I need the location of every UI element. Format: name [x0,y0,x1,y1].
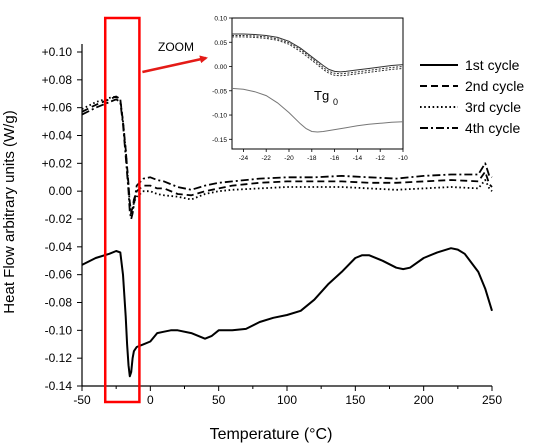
legend-label-1: 1st cycle [465,57,520,73]
series-line-3 [81,95,493,216]
inset-x-tick-label: -22 [261,155,271,162]
main-plot: -50 0 50 100 150 200 250 +0.10 +0.08 +0.06 +0.04 +0… [42,16,502,407]
y-tick-label: -0.06 [45,268,73,282]
zoom-annotation: ZOOM [158,40,194,54]
legend-label-3: 3rd cycle [465,99,521,115]
y-tick-label: -0.10 [45,323,73,337]
y-tick-label: +0.08 [42,73,73,87]
inset-series-line-1 [231,87,404,133]
series-line-1 [81,247,493,378]
inset-y-tick-label: -0.05 [212,88,227,95]
inset-y-tick-label: 0.00 [214,64,227,71]
x-tick-label: -50 [73,393,91,407]
inset-x-tick-label: -16 [330,155,340,162]
inset-x-tick-label: -10 [398,155,408,162]
inset-tg0-subscript: 0 [333,97,338,107]
inset-x-tick-label: -20 [284,155,294,162]
inset-y-tick-label: -0.10 [212,113,227,120]
y-tick-label: +0.10 [42,45,73,59]
x-tick-label: 50 [212,393,226,407]
y-axis-label: Heat Flow arbitrary units (W/g) [1,110,18,313]
y-tick-label: +0.06 [42,101,73,115]
x-axis-label: Temperature (°C) [210,426,333,443]
inset-tg0-label: Tg [314,88,329,103]
inset-series-line-2 [232,33,404,73]
y-tick-label: -0.14 [45,379,73,393]
inset-series-line-4 [232,36,404,77]
inset-x-tick-label: -24 [239,155,249,162]
y-tick-label: 0.00 [49,184,73,198]
inset-x-tick-label: -12 [375,155,385,162]
series-line-4 [81,98,493,220]
y-tick-label: -0.04 [45,240,73,254]
zoom-highlight-box [103,16,141,404]
x-tick-label: 200 [414,393,434,407]
legend-label-4: 4th cycle [465,120,520,136]
x-tick-label: 250 [482,393,502,407]
inset-y-tick-label: 0.05 [214,40,227,47]
y-tick-label: +0.02 [42,156,73,170]
inset-x-tick-label: -18 [307,155,317,162]
inset-x-tick-label: -14 [353,155,363,162]
x-tick-label: 0 [147,393,154,407]
inset-y-tick-label: -0.15 [212,137,227,144]
inset-series-line-3 [232,35,404,75]
inset-frame [231,17,404,150]
inset-y-tick-label: 0.10 [214,16,227,23]
y-tick-label: -0.02 [45,212,73,226]
zoom-arrow [142,55,208,74]
x-tick-label: 100 [277,393,297,407]
y-tick-label: -0.12 [45,351,73,365]
legend-label-2: 2nd cycle [465,78,524,94]
y-tick-label: +0.04 [42,129,73,143]
x-tick-label: 150 [345,393,365,407]
inset-plot: -24 -22 -20 -18 -16 -14 -12 -10 0.10 0.05 0.00 -0.0… [212,16,408,163]
y-tick-label: -0.08 [45,296,73,310]
legend: 1st cycle 2nd cycle 3rd cycle 4th cycle [420,57,524,136]
